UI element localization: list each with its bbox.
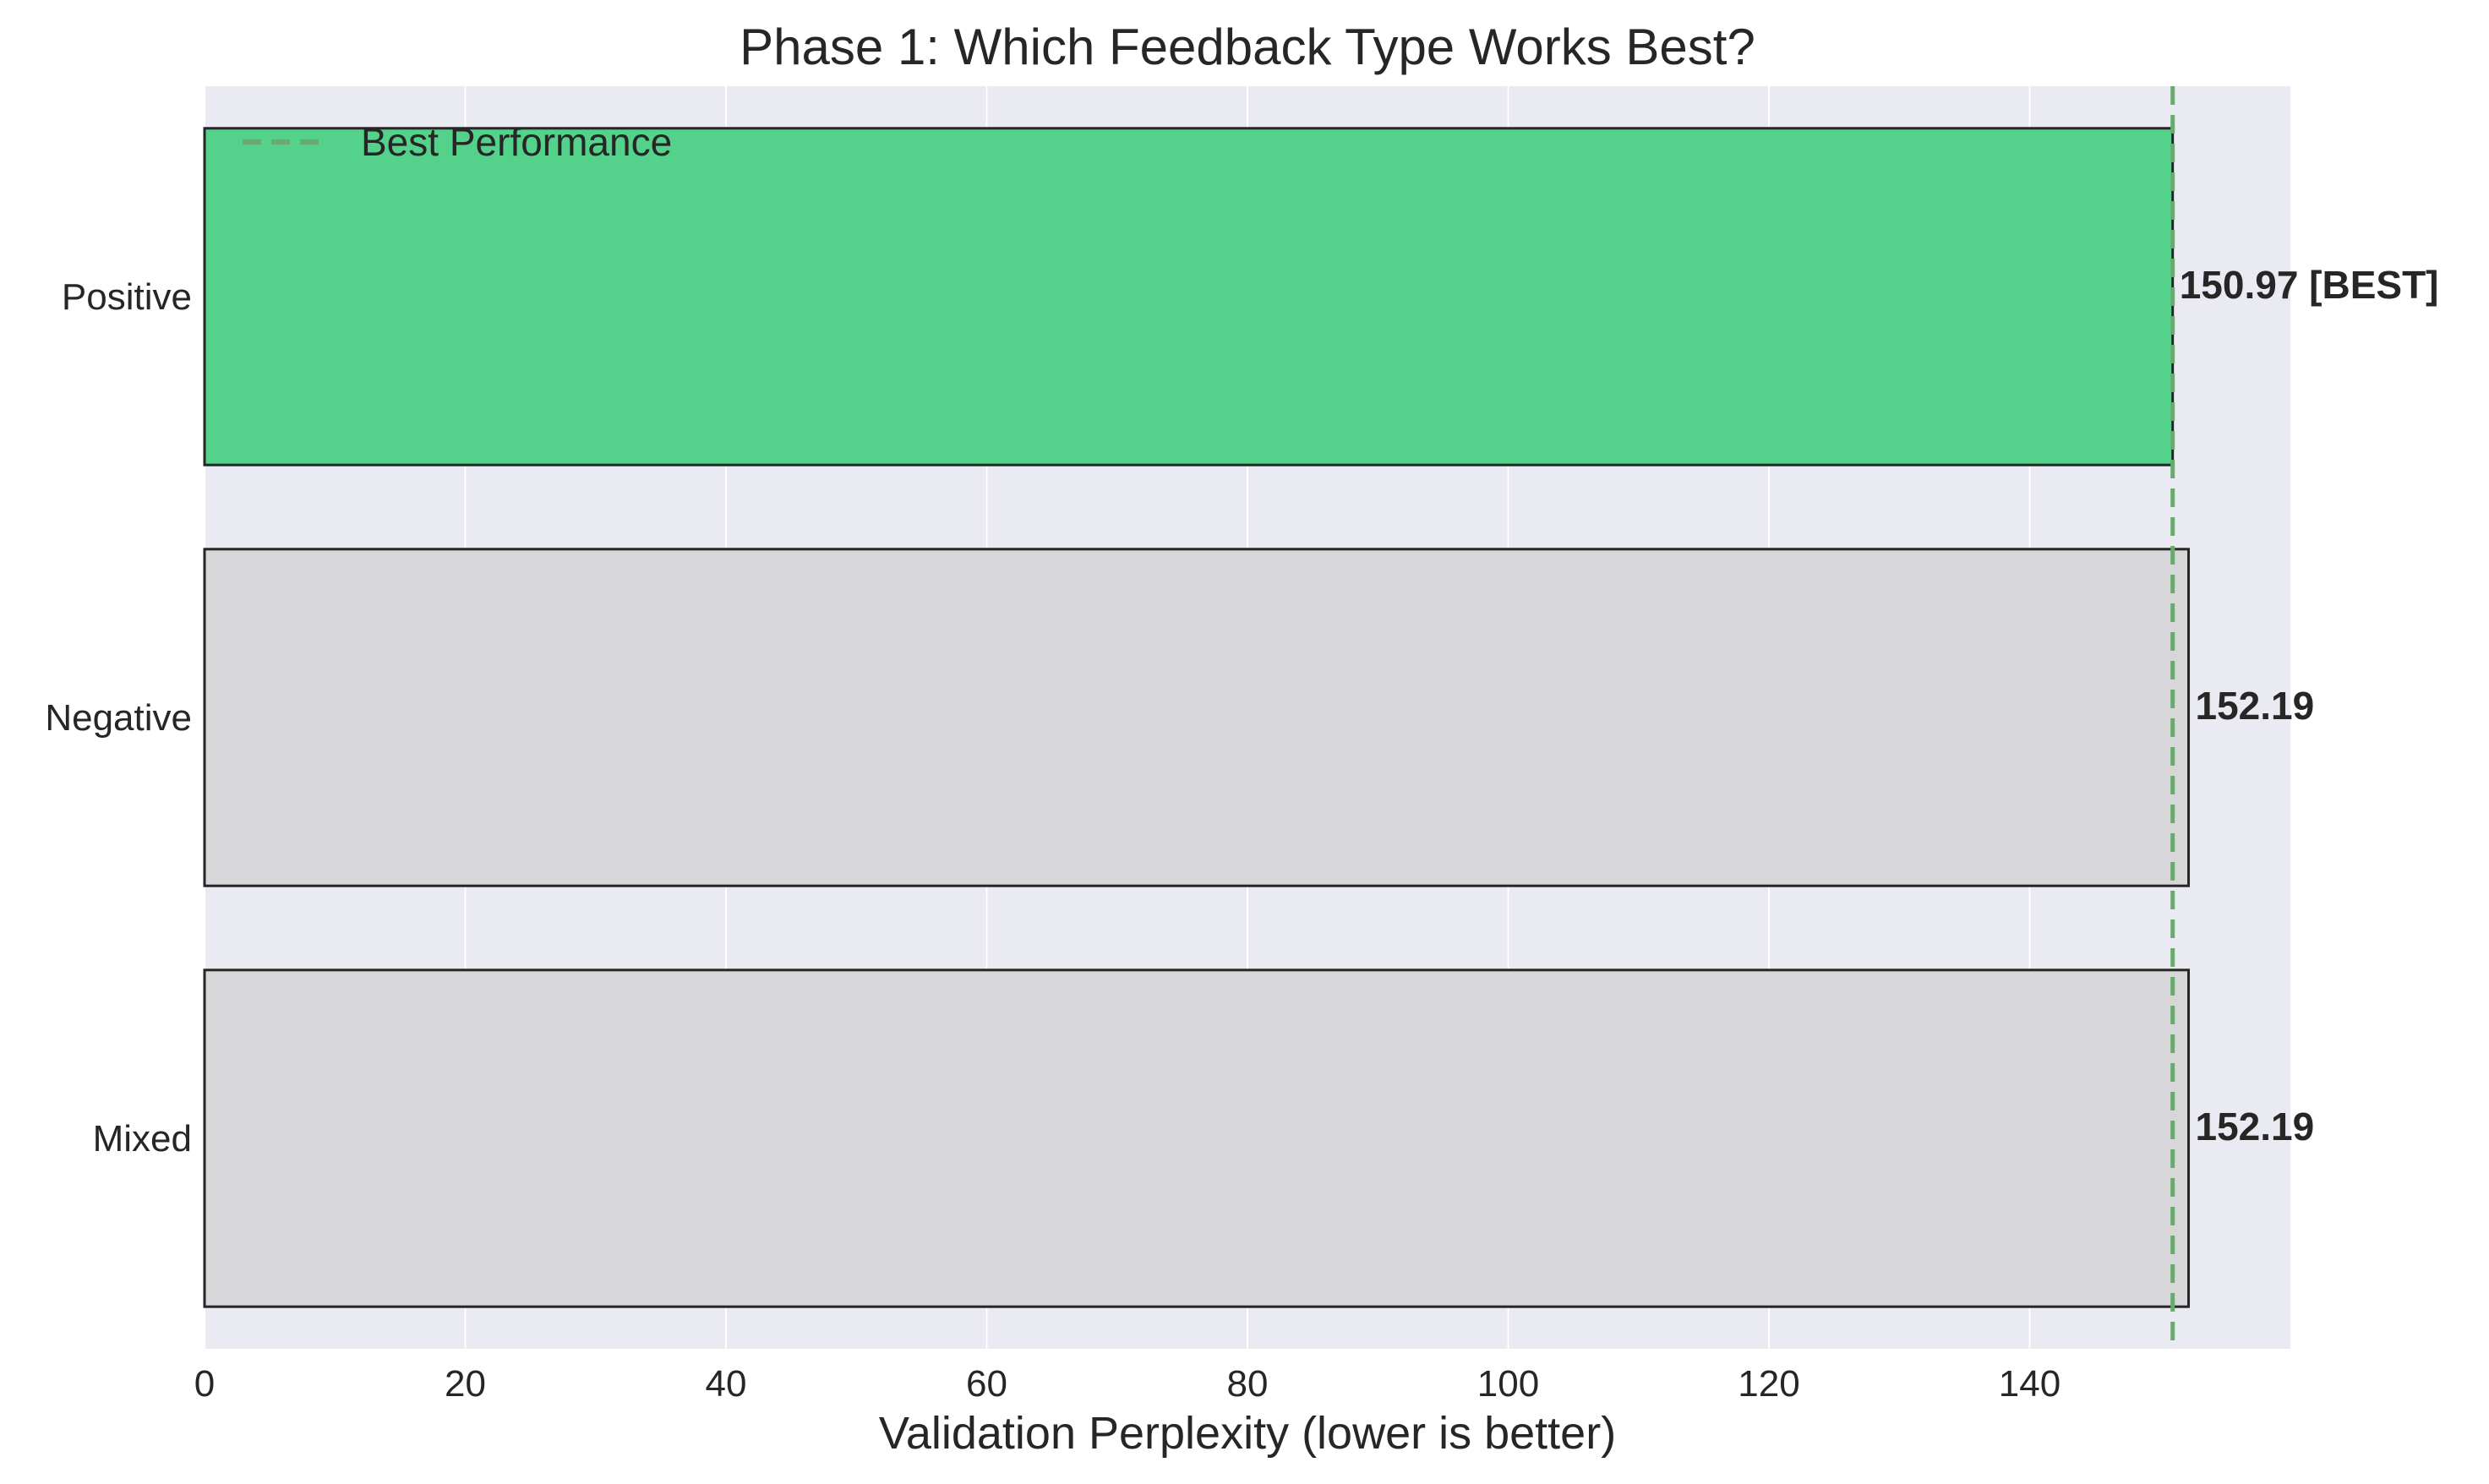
x-axis-label: Validation Perplexity (lower is better) — [879, 1408, 1616, 1459]
value-label: 152.19 — [2196, 1105, 2315, 1148]
x-axis-ticks: 0 20 40 60 80 100 120 140 — [194, 1363, 2061, 1405]
value-label: 150.97 [BEST] — [2180, 263, 2439, 307]
value-labels: 150.97 [BEST] 152.19 152.19 — [2180, 263, 2439, 1148]
x-tick-label: 0 — [194, 1363, 215, 1405]
bar-positive — [203, 127, 2175, 466]
category-label: Negative — [45, 697, 192, 739]
x-tick-label: 20 — [445, 1363, 486, 1405]
chart-title: Phase 1: Which Feedback Type Works Best? — [740, 19, 1755, 75]
value-label: 152.19 — [2196, 684, 2315, 728]
category-label: Positive — [62, 276, 192, 318]
category-label: Mixed — [93, 1118, 192, 1159]
x-tick-label: 60 — [966, 1363, 1007, 1405]
x-tick-label: 80 — [1227, 1363, 1269, 1405]
legend: Best Performance — [243, 120, 672, 164]
bar-negative — [203, 548, 2191, 887]
x-tick-label: 120 — [1738, 1363, 1799, 1405]
y-axis-categories: Positive Negative Mixed — [45, 276, 192, 1159]
x-tick-label: 100 — [1477, 1363, 1539, 1405]
bars — [203, 127, 2191, 1308]
bar-mixed — [203, 968, 2191, 1308]
legend-label: Best Performance — [361, 120, 672, 164]
x-tick-label: 140 — [1999, 1363, 2061, 1405]
x-tick-label: 40 — [706, 1363, 747, 1405]
